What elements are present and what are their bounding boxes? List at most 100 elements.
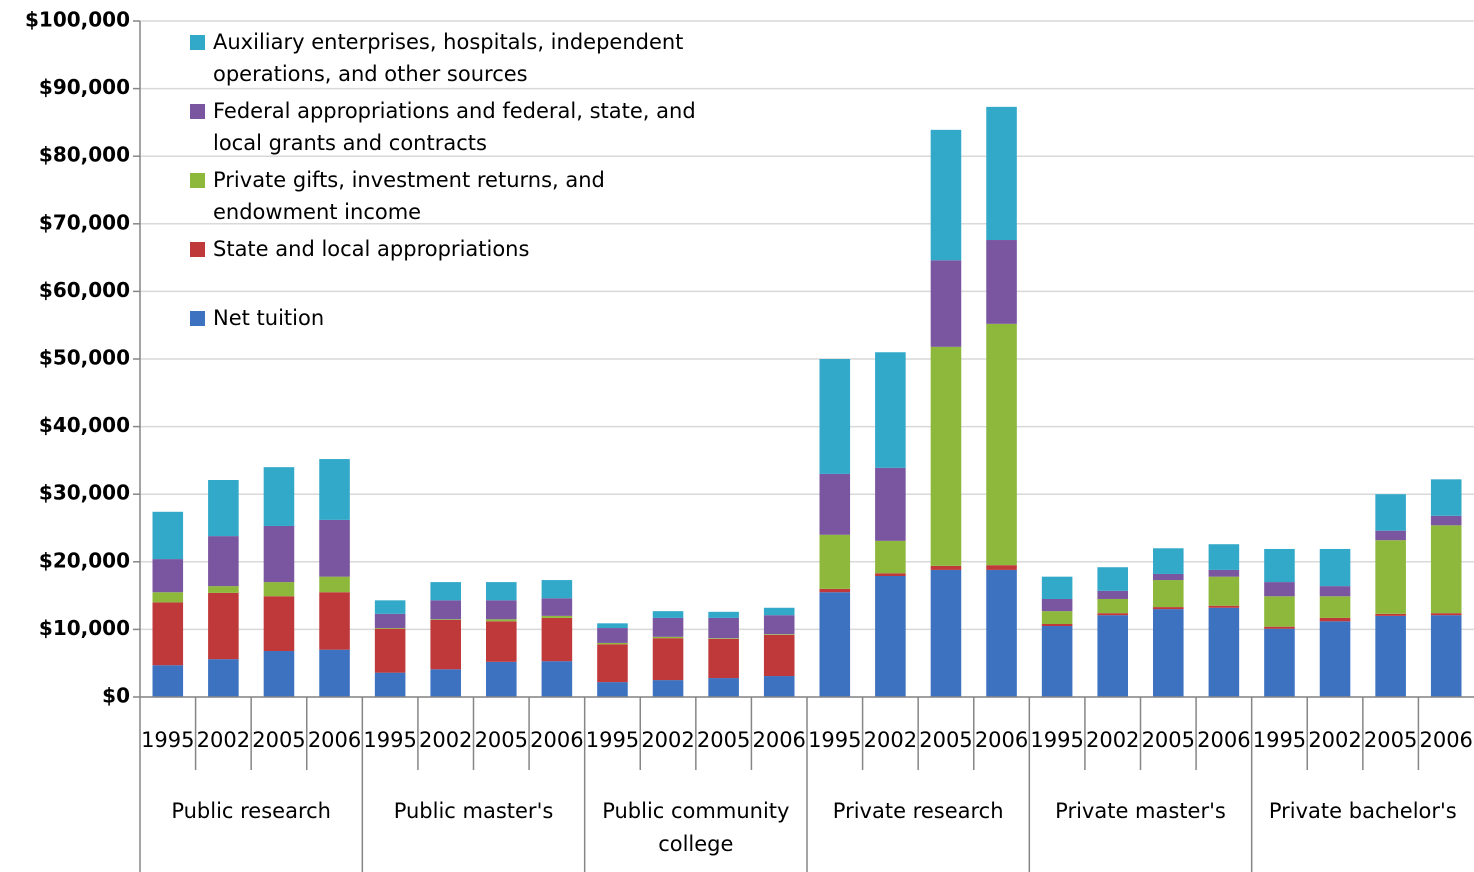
bar-segment (430, 619, 461, 620)
bar-segment (1264, 626, 1295, 629)
x-tick-label: 2005 (1142, 728, 1195, 752)
bar-segment (1375, 613, 1406, 616)
legend-label: State and local appropriations (213, 237, 530, 261)
x-tick-label: 2005 (1364, 728, 1417, 752)
bar-segment (430, 582, 461, 601)
bar-segment (1097, 590, 1128, 599)
bar-segment (1208, 605, 1240, 608)
bar-segment (1430, 525, 1462, 614)
bar-segment (986, 240, 1017, 324)
x-tick-label: 1995 (808, 728, 861, 752)
bar-segment (319, 459, 350, 520)
bar-segment (208, 536, 239, 587)
bar-segment (986, 106, 1017, 241)
legend-swatch (190, 311, 205, 326)
x-tick-label: 2005 (252, 728, 305, 752)
legend-label: Federal appropriations and federal, stat… (213, 99, 696, 155)
bar-segment (986, 323, 1017, 566)
bar-segment (1430, 515, 1462, 526)
bar-segment (763, 607, 795, 616)
bar-segment (1264, 548, 1295, 583)
bar-segment (486, 619, 517, 622)
bar-segment (1375, 530, 1406, 541)
bar-segment (819, 359, 851, 474)
bar-segment (486, 582, 517, 601)
bar-segment (1208, 569, 1240, 577)
bar-segment (1097, 567, 1128, 591)
x-tick-label: 2006 (308, 728, 361, 752)
bar-segment (819, 473, 851, 535)
group-label: Public community college (602, 799, 790, 856)
bar-segment (430, 600, 461, 620)
bar-segment (1153, 548, 1184, 574)
bar-segment (1430, 613, 1462, 616)
bar-segment (875, 467, 906, 541)
bar-segment (708, 638, 739, 679)
bar-segment (486, 621, 517, 662)
bar-segment (763, 676, 795, 697)
bar-segment (374, 613, 406, 629)
legend-item: Federal appropriations and federal, stat… (190, 95, 703, 159)
y-tick-label: $80,000 (39, 143, 130, 167)
bar-segment (597, 682, 628, 697)
bar-segment (208, 592, 239, 660)
bar-segment (652, 611, 684, 618)
bar-segment (1208, 576, 1240, 606)
bar-segment (1319, 621, 1351, 697)
bar-segment (1041, 576, 1073, 599)
bar-segment (1375, 540, 1406, 614)
bar-segment (374, 672, 406, 697)
bar-segment (875, 540, 906, 574)
bar-segment (1097, 613, 1128, 616)
bar-segment (1319, 617, 1351, 622)
bar-segment (1041, 626, 1073, 697)
bar-segment (763, 634, 795, 635)
x-tick-label: 2005 (475, 728, 528, 752)
y-tick-label: $50,000 (39, 346, 130, 370)
group-label: Private research (832, 799, 1004, 823)
legend-swatch (190, 242, 205, 257)
x-tick-label: 2006 (1419, 728, 1472, 752)
bar-segment (708, 611, 739, 618)
x-tick-label: 1995 (1253, 728, 1306, 752)
bar-segment (319, 576, 350, 593)
bar-segment (263, 467, 295, 526)
bar-segment (930, 129, 962, 261)
bar-segment (875, 352, 906, 468)
x-tick-label: 2006 (530, 728, 583, 752)
bar-segment (208, 586, 239, 593)
bar-segment (152, 602, 184, 666)
x-tick-label: 2002 (864, 728, 917, 752)
bar-segment (1375, 494, 1406, 531)
bar-segment (708, 617, 739, 639)
x-tick-label: 1995 (586, 728, 639, 752)
bar-segment (541, 598, 573, 616)
bar-segment (1041, 598, 1073, 612)
bar-segment (930, 565, 962, 570)
bar-segment (319, 519, 350, 577)
bar-segment (930, 346, 962, 566)
y-tick-label: $70,000 (39, 210, 130, 234)
bar-segment (541, 661, 573, 697)
bar-segment (1430, 615, 1462, 697)
bar-segment (430, 669, 461, 697)
bar-segment (763, 634, 795, 677)
y-tick-label: $10,000 (39, 616, 130, 640)
y-tick-label: $20,000 (39, 548, 130, 572)
legend-label: Net tuition (213, 306, 325, 330)
bar-segment (486, 600, 517, 620)
bar-segment (1041, 611, 1073, 624)
legend-item: Auxiliary enterprises, hospitals, indepe… (190, 26, 703, 90)
x-tick-label: 1995 (141, 728, 194, 752)
bar-segment (1097, 598, 1128, 614)
bar-segment (208, 659, 239, 697)
bar-segment (652, 638, 684, 681)
bar-segment (430, 619, 461, 670)
bar-segment (1153, 580, 1184, 608)
bar-segment (541, 580, 573, 599)
bar-segment (152, 592, 184, 603)
bar-segment (597, 642, 628, 645)
bar-segment (708, 638, 739, 639)
legend-label: Auxiliary enterprises, hospitals, indepe… (213, 30, 684, 86)
